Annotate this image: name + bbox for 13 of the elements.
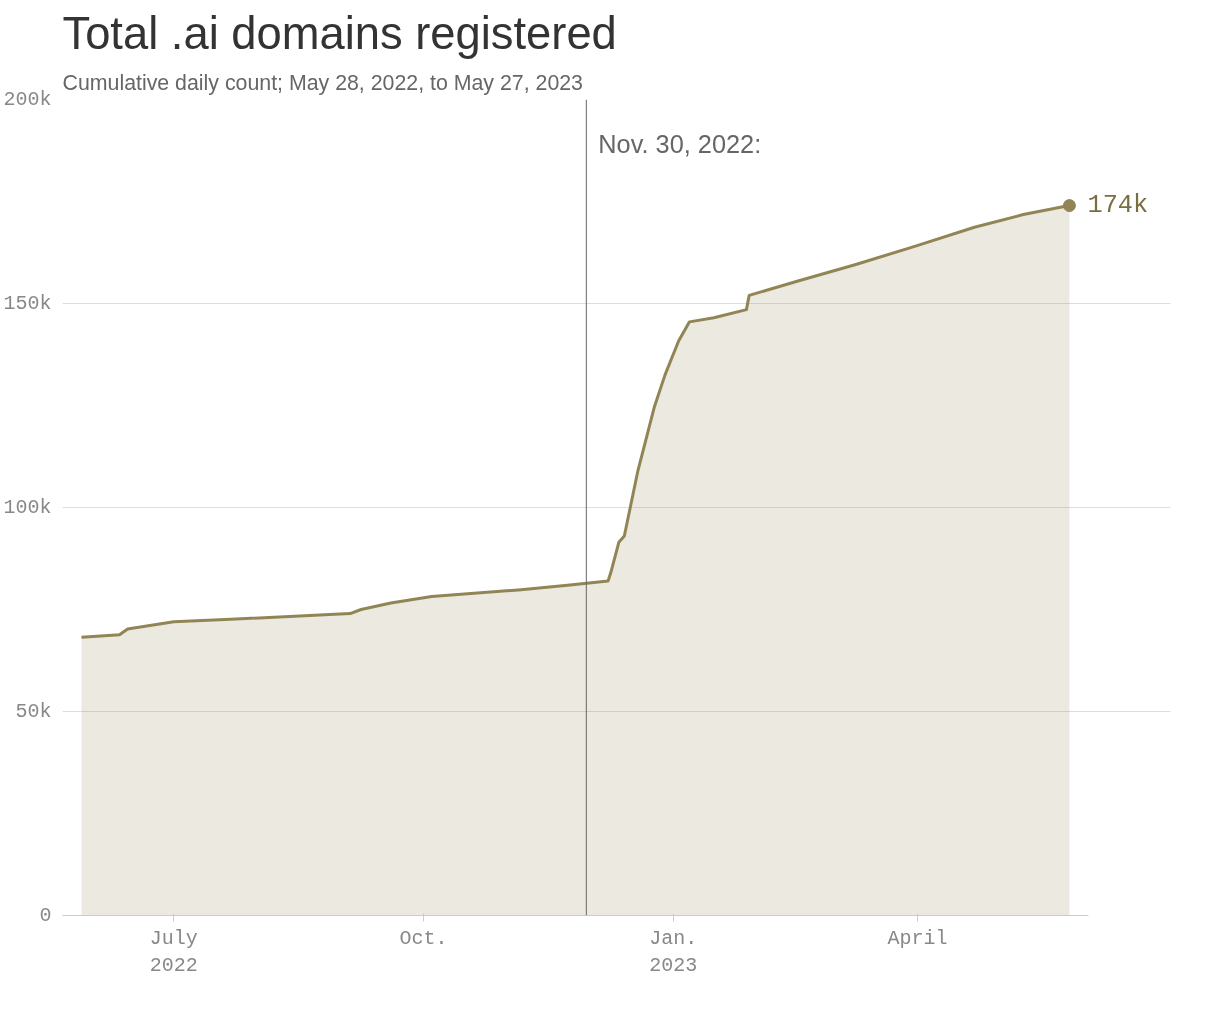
y-tick-label: 0: [39, 904, 52, 927]
y-tick-label: 150k: [3, 292, 52, 315]
x-tick-label: April: [887, 926, 948, 950]
x-tick-label: Oct.: [399, 926, 448, 950]
ref-line-label: Nov. 30, 2022:: [598, 129, 762, 158]
x-tick-label: Jan. 2023: [649, 926, 698, 978]
chart-title: Total .ai domains registered: [62, 7, 617, 59]
y-tick-label: 200k: [3, 88, 52, 111]
x-tick-label: July 2022: [149, 926, 198, 978]
y-tick-label: 100k: [3, 496, 52, 519]
data-label: 174k: [1087, 191, 1149, 221]
y-tick-label: 50k: [15, 700, 52, 723]
chart-subtitle: Cumulative daily count; May 28, 2022, to May 27, 2023: [62, 70, 583, 95]
